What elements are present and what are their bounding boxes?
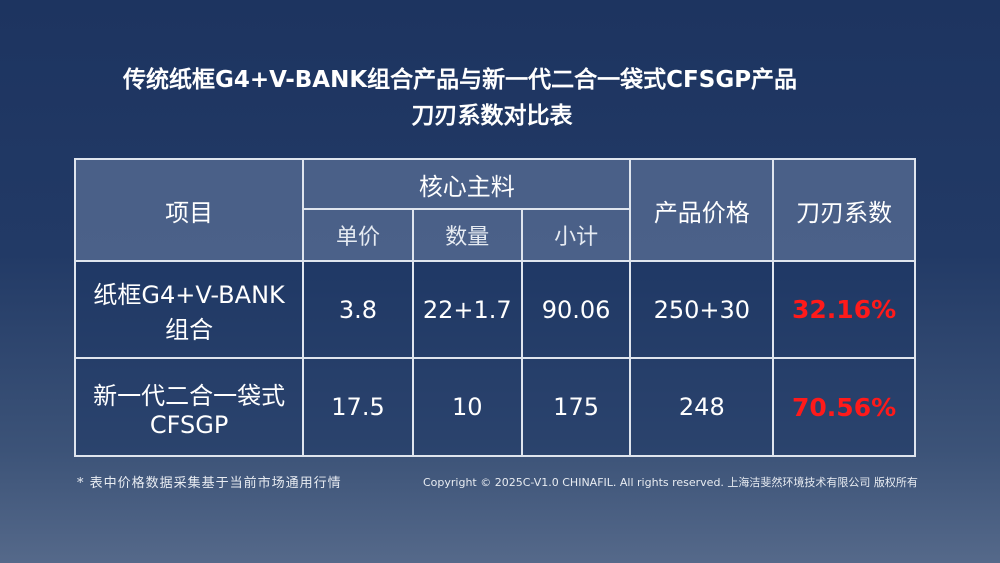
header-quantity: 数量 [411,208,523,262]
row-subtotal: 175 [520,357,632,457]
row-quantity: 10 [411,357,523,457]
row-price: 250+30 [629,260,775,359]
title-line-1: 传统纸框G4+V-BANK组合产品与新一代二合一袋式CFSGP产品 [122,67,798,93]
header-row: 项目 核心主料 产品价格 刀刃系数 [73,158,916,262]
row-item: 新一代二合一袋式CFSGP [73,357,305,457]
comparison-table: 项目 核心主料 产品价格 刀刃系数 单价 数量 小计 纸框G4+V-BANK组合… [73,158,916,457]
header-unit-price: 单价 [302,208,414,262]
header-price: 产品价格 [629,158,775,262]
row-unit-price: 3.8 [302,260,414,359]
row-coefficient: 32.16% [772,260,916,359]
title-line-2: 刀刃系数对比表 [411,103,573,129]
table-row: 纸框G4+V-BANK组合 3.8 22+1.7 90.06 250+30 32… [73,260,916,359]
row-quantity: 22+1.7 [411,260,523,359]
row-unit-price: 17.5 [302,357,414,457]
header-subtotal: 小计 [520,208,632,262]
table-row: 新一代二合一袋式CFSGP 17.5 10 175 248 70.56% [73,357,916,457]
row-price: 248 [629,357,775,457]
header-coefficient: 刀刃系数 [772,158,916,262]
row-subtotal: 90.06 [520,260,632,359]
copyright: Copyright © 2025C-V1.0 CHINAFIL. All rig… [423,476,918,489]
header-core: 核心主料 [302,158,632,210]
row-item: 纸框G4+V-BANK组合 [73,260,305,359]
footnote: * 表中价格数据采集基于当前市场通用行情 [77,476,342,491]
header-item: 项目 [73,158,305,262]
row-coefficient: 70.56% [772,357,916,457]
